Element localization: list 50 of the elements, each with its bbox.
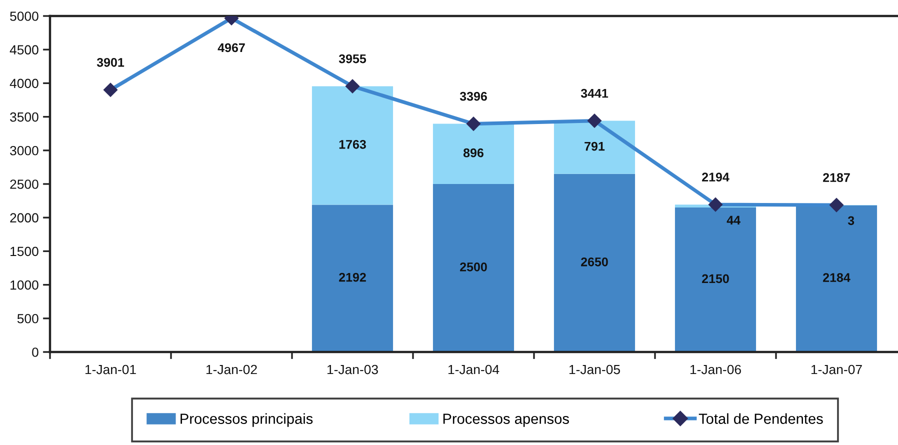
x-tick-label: 1-Jan-05 — [569, 364, 620, 374]
y-tick-label: 1500 — [10, 246, 38, 256]
y-tick-label: 4500 — [10, 45, 38, 55]
data-label: 2194 — [702, 172, 730, 182]
y-tick-label: 500 — [17, 314, 38, 324]
data-label: 3441 — [580, 88, 608, 98]
data-label: 3 — [848, 216, 854, 226]
point — [829, 198, 844, 212]
data-label: 2500 — [460, 262, 487, 272]
bar — [554, 120, 636, 174]
data-label: 3955 — [338, 54, 366, 64]
data-label: 44 — [726, 216, 740, 224]
legend-label: Processos apensos — [443, 414, 569, 427]
y-tick-label: 2000 — [10, 213, 38, 223]
y-tick-label: 0 — [32, 348, 38, 357]
x-tick-label: 1-Jan-01 — [85, 364, 136, 374]
x-tick-label: 1-Jan-03 — [327, 364, 378, 374]
data-label: 2187 — [823, 173, 850, 182]
bar — [554, 174, 636, 352]
data-label: 791 — [584, 142, 605, 151]
data-label: 896 — [463, 148, 484, 158]
data-label: 4967 — [218, 43, 245, 52]
data-label: 3396 — [460, 92, 487, 101]
x-tick-label: 1-Jan-04 — [448, 364, 500, 374]
data-label: 2184 — [823, 273, 850, 282]
point — [466, 116, 481, 132]
y-tick-label: 4000 — [10, 78, 38, 88]
legend-label: Total de Pendentes — [698, 413, 823, 424]
y-tick-label: 2500 — [10, 180, 38, 189]
point — [345, 78, 360, 94]
data-label: 2150 — [702, 274, 729, 284]
bar — [432, 124, 514, 184]
y-tick-label: 3000 — [10, 146, 38, 156]
data-label: 2650 — [581, 257, 608, 266]
data-label: 2192 — [339, 272, 366, 282]
bar — [312, 86, 394, 205]
data-label: 3901 — [96, 58, 124, 67]
x-tick-label: 1-Jan-07 — [811, 364, 862, 374]
x-tick-label: 1-Jan-02 — [206, 364, 257, 374]
x-tick-label: 1-Jan-06 — [690, 364, 741, 374]
bar — [432, 184, 514, 352]
y-tick-label: 1000 — [10, 280, 38, 290]
bar — [312, 204, 394, 352]
data-label: 1763 — [339, 140, 366, 149]
y-tick-label: 3500 — [10, 112, 38, 122]
point — [103, 82, 118, 98]
point — [587, 113, 602, 128]
legend-label: Processos principais — [180, 413, 313, 427]
point — [708, 197, 723, 212]
y-tick-label: 5000 — [10, 12, 38, 21]
